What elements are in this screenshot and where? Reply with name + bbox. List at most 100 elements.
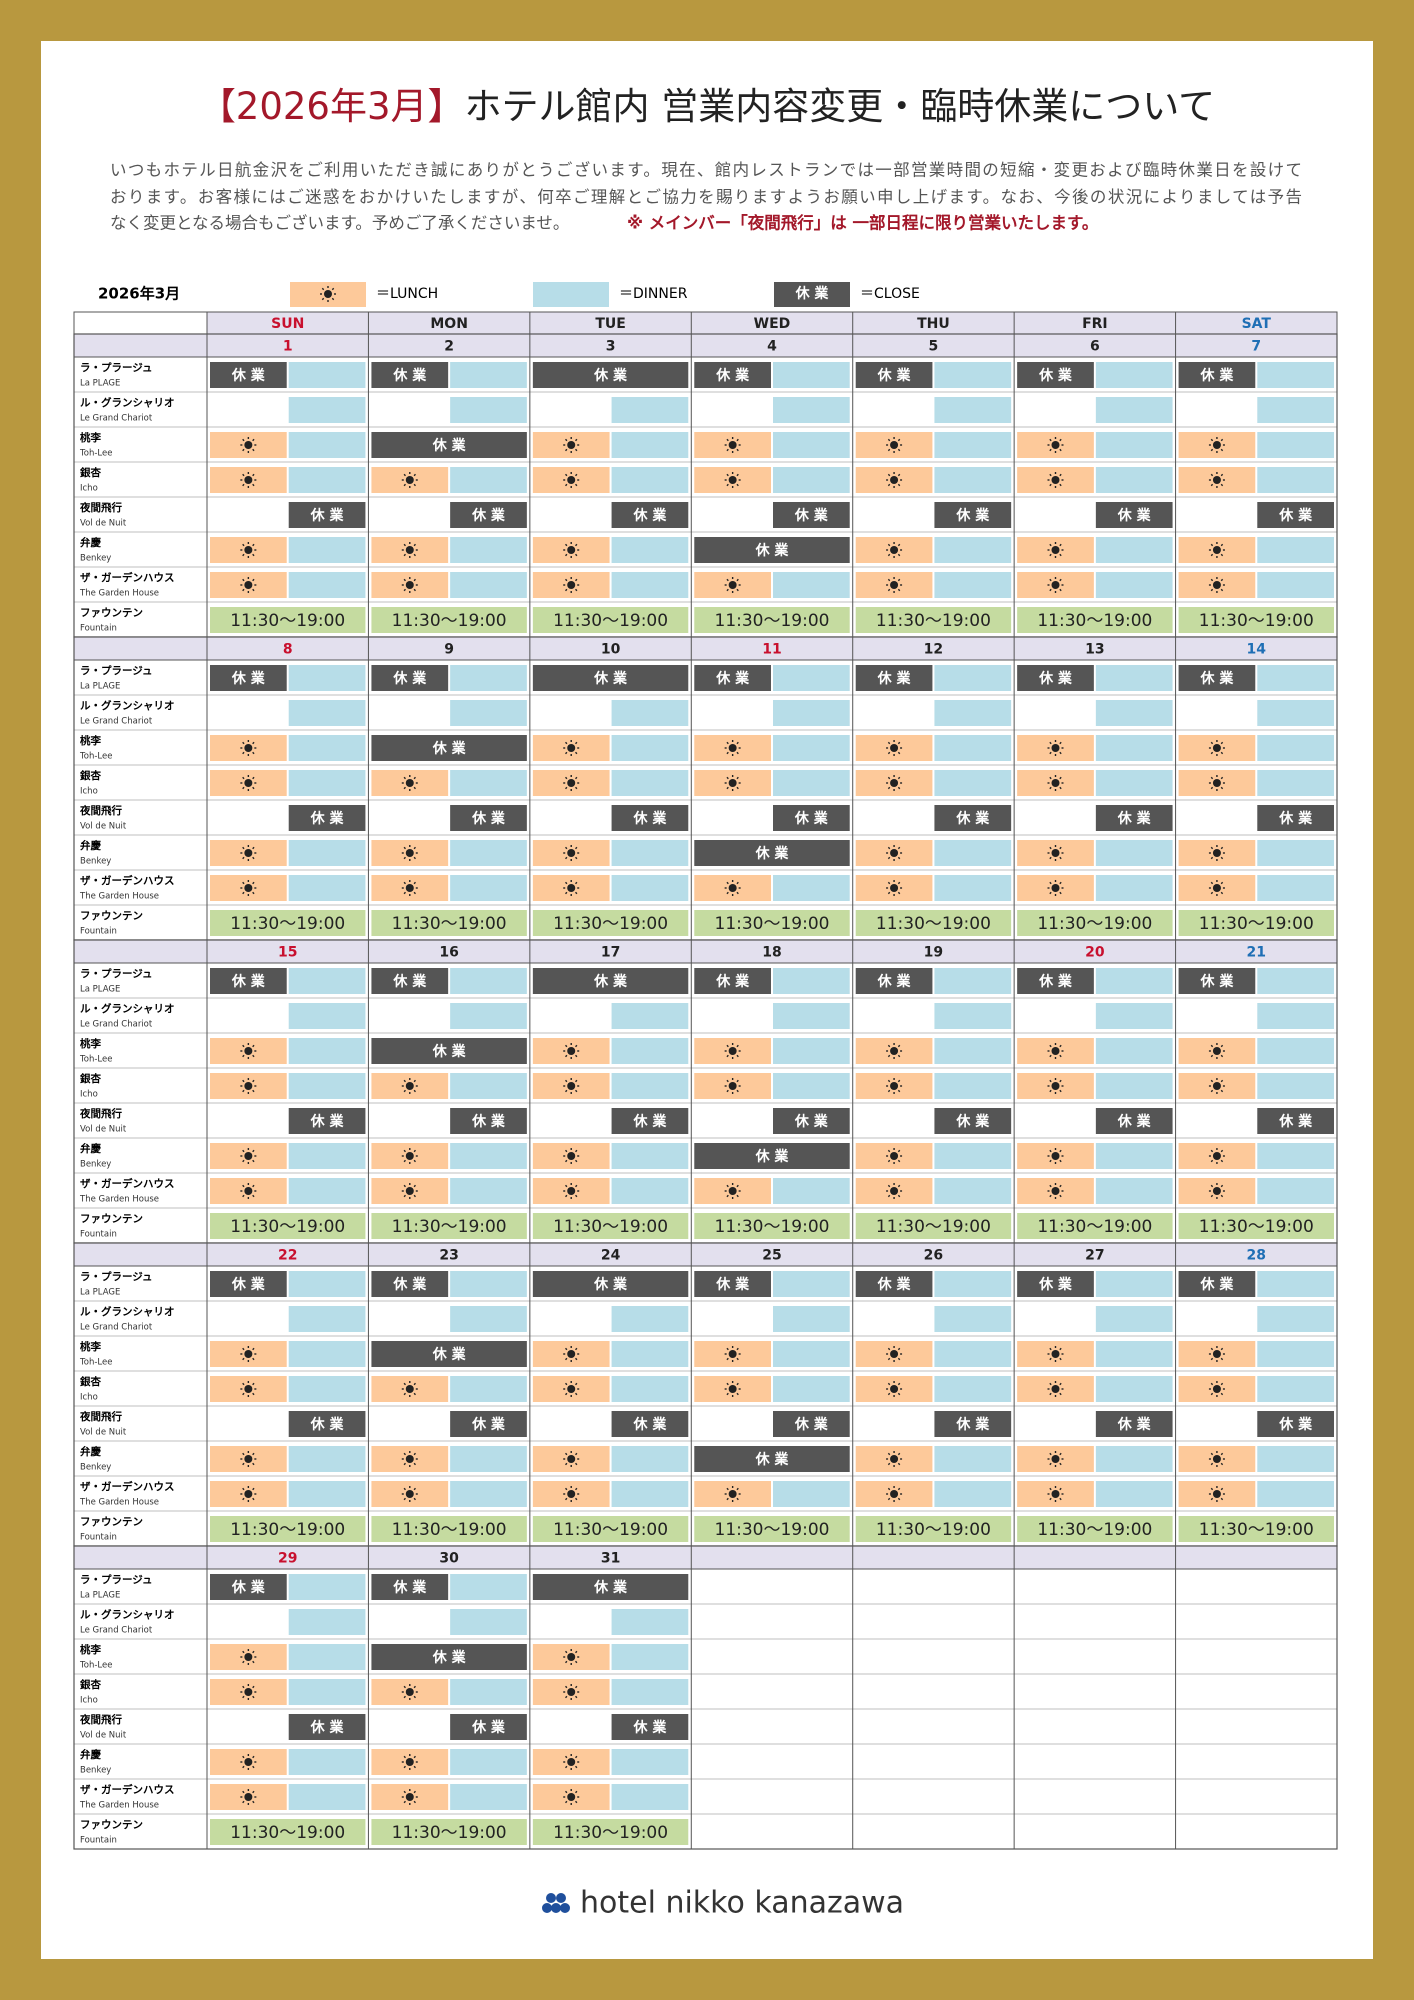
close-label: 休 業 <box>1038 367 1073 384</box>
hours: 11:30～19:00 <box>230 1520 345 1540</box>
dinner-cell <box>934 1178 1012 1204</box>
date: 18 <box>762 945 781 961</box>
close-cell <box>934 1108 1012 1134</box>
restaurant-en: Fountain <box>80 1836 117 1846</box>
close-label: 休 業 <box>471 1719 506 1736</box>
restaurant-ja: ファウンテン <box>80 1819 143 1831</box>
dinner-cell <box>450 1749 527 1775</box>
date: 4 <box>767 339 777 355</box>
date: 31 <box>601 1551 620 1567</box>
dinner-cell <box>611 700 689 726</box>
date: 1 <box>283 339 293 355</box>
hours: 11:30～19:00 <box>553 1520 668 1540</box>
close-cell <box>1257 1108 1334 1134</box>
dinner-cell <box>450 1784 527 1810</box>
hours: 11:30～19:00 <box>1037 1520 1152 1540</box>
close-label: 休 業 <box>432 1649 467 1666</box>
dinner-cell <box>450 1143 527 1169</box>
hours-cell <box>210 1516 366 1542</box>
hours-cell <box>371 607 527 633</box>
intro-line: おります。お客様にはご迷惑をおかけいたしますが、何卒ご理解とご協力を賜りますよう… <box>110 188 1302 207</box>
close-label: 休 業 <box>1038 1276 1073 1293</box>
hours-cell <box>532 1516 689 1542</box>
close-cell <box>773 502 850 528</box>
close-label: 休 業 <box>310 1416 345 1433</box>
dinner-cell <box>1095 1341 1173 1367</box>
restaurant-ja: ラ・プラージュ <box>80 967 153 980</box>
close-cell <box>371 665 449 691</box>
close-label: 休 業 <box>794 1416 829 1433</box>
dinner-cell <box>1257 735 1334 761</box>
dinner-cell <box>934 1143 1012 1169</box>
dinner-cell <box>773 968 850 994</box>
close-label: 休 業 <box>593 973 628 990</box>
close-label: 休 業 <box>310 507 345 524</box>
dinner-cell <box>450 700 527 726</box>
hours: 11:30～19:00 <box>1199 1217 1314 1237</box>
close-label: 休 業 <box>877 973 912 990</box>
restaurant-ja: ザ・ガーデンハウス <box>80 874 175 887</box>
hours: 11:30～19:00 <box>715 914 830 934</box>
date: 11 <box>762 642 781 658</box>
hours-cell <box>532 1213 689 1239</box>
restaurant-en: La PLAGE <box>80 682 120 692</box>
hours: 11:30～19:00 <box>1199 611 1314 631</box>
restaurant-ja: 桃李 <box>80 734 101 747</box>
hours-cell <box>1178 910 1334 936</box>
close-label: 休 業 <box>755 1148 790 1165</box>
weekday: SAT <box>1242 316 1272 332</box>
dinner-cell <box>1257 432 1334 458</box>
dinner-cell <box>611 432 689 458</box>
dinner-cell <box>450 1178 527 1204</box>
close-label: 休 業 <box>432 1043 467 1060</box>
close-cell <box>450 1714 527 1740</box>
dinner-cell <box>288 572 366 598</box>
close-label: 休 業 <box>231 1579 266 1596</box>
restaurant-ja: ファウンテン <box>80 910 143 922</box>
restaurant-en: The Garden House <box>79 589 159 599</box>
logo: hotel nikko kanazawa <box>542 1886 904 1921</box>
restaurant-en: Fountain <box>80 1230 117 1240</box>
close-label: 休 業 <box>632 507 667 524</box>
dinner-cell <box>611 770 689 796</box>
restaurant-ja: ラ・プラージュ <box>80 361 153 374</box>
close-label: 休 業 <box>1278 810 1313 827</box>
dinner-cell <box>773 1481 850 1507</box>
hours: 11:30～19:00 <box>876 1520 991 1540</box>
close-label: 休 業 <box>955 810 990 827</box>
close-label: 休 業 <box>955 1416 990 1433</box>
close-cell <box>1095 805 1173 831</box>
dinner-cell <box>1095 1003 1173 1029</box>
hours: 11:30～19:00 <box>1037 611 1152 631</box>
hours: 11:30～19:00 <box>392 1823 507 1843</box>
close-cell <box>1257 1411 1334 1437</box>
dinner-cell <box>773 467 850 493</box>
date: 30 <box>439 1551 459 1567</box>
date: 16 <box>439 945 458 961</box>
date: 25 <box>762 1248 781 1264</box>
close-label: 休 業 <box>432 740 467 757</box>
dinner-cell <box>1257 700 1334 726</box>
close-cell <box>1178 665 1256 691</box>
dinner-cell <box>934 1306 1012 1332</box>
restaurant-ja: ファウンテン <box>80 1516 143 1528</box>
close-cell <box>210 1574 287 1600</box>
close-cell <box>532 1271 689 1297</box>
dinner-cell <box>773 432 850 458</box>
restaurant-ja: 銀杏 <box>80 1072 101 1085</box>
hours: 11:30～19:00 <box>392 611 507 631</box>
dinner-cell <box>611 1376 689 1402</box>
intro-line: いつもホテル日航金沢をご利用いただき誠にありがとうございます。現在、館内レストラ… <box>110 160 1302 180</box>
hours: 11:30～19:00 <box>230 1823 345 1843</box>
restaurant-en: Icho <box>80 1696 98 1706</box>
dinner-cell <box>611 572 689 598</box>
close-cell <box>1178 362 1256 388</box>
dinner-cell <box>773 770 850 796</box>
dinner-cell <box>1257 397 1334 423</box>
dinner-cell <box>611 1644 689 1670</box>
dinner-cell <box>1095 1446 1173 1472</box>
date: 21 <box>1247 945 1266 961</box>
date: 19 <box>924 945 943 961</box>
dinner-cell <box>288 665 366 691</box>
close-label: 休 業 <box>755 1451 790 1468</box>
